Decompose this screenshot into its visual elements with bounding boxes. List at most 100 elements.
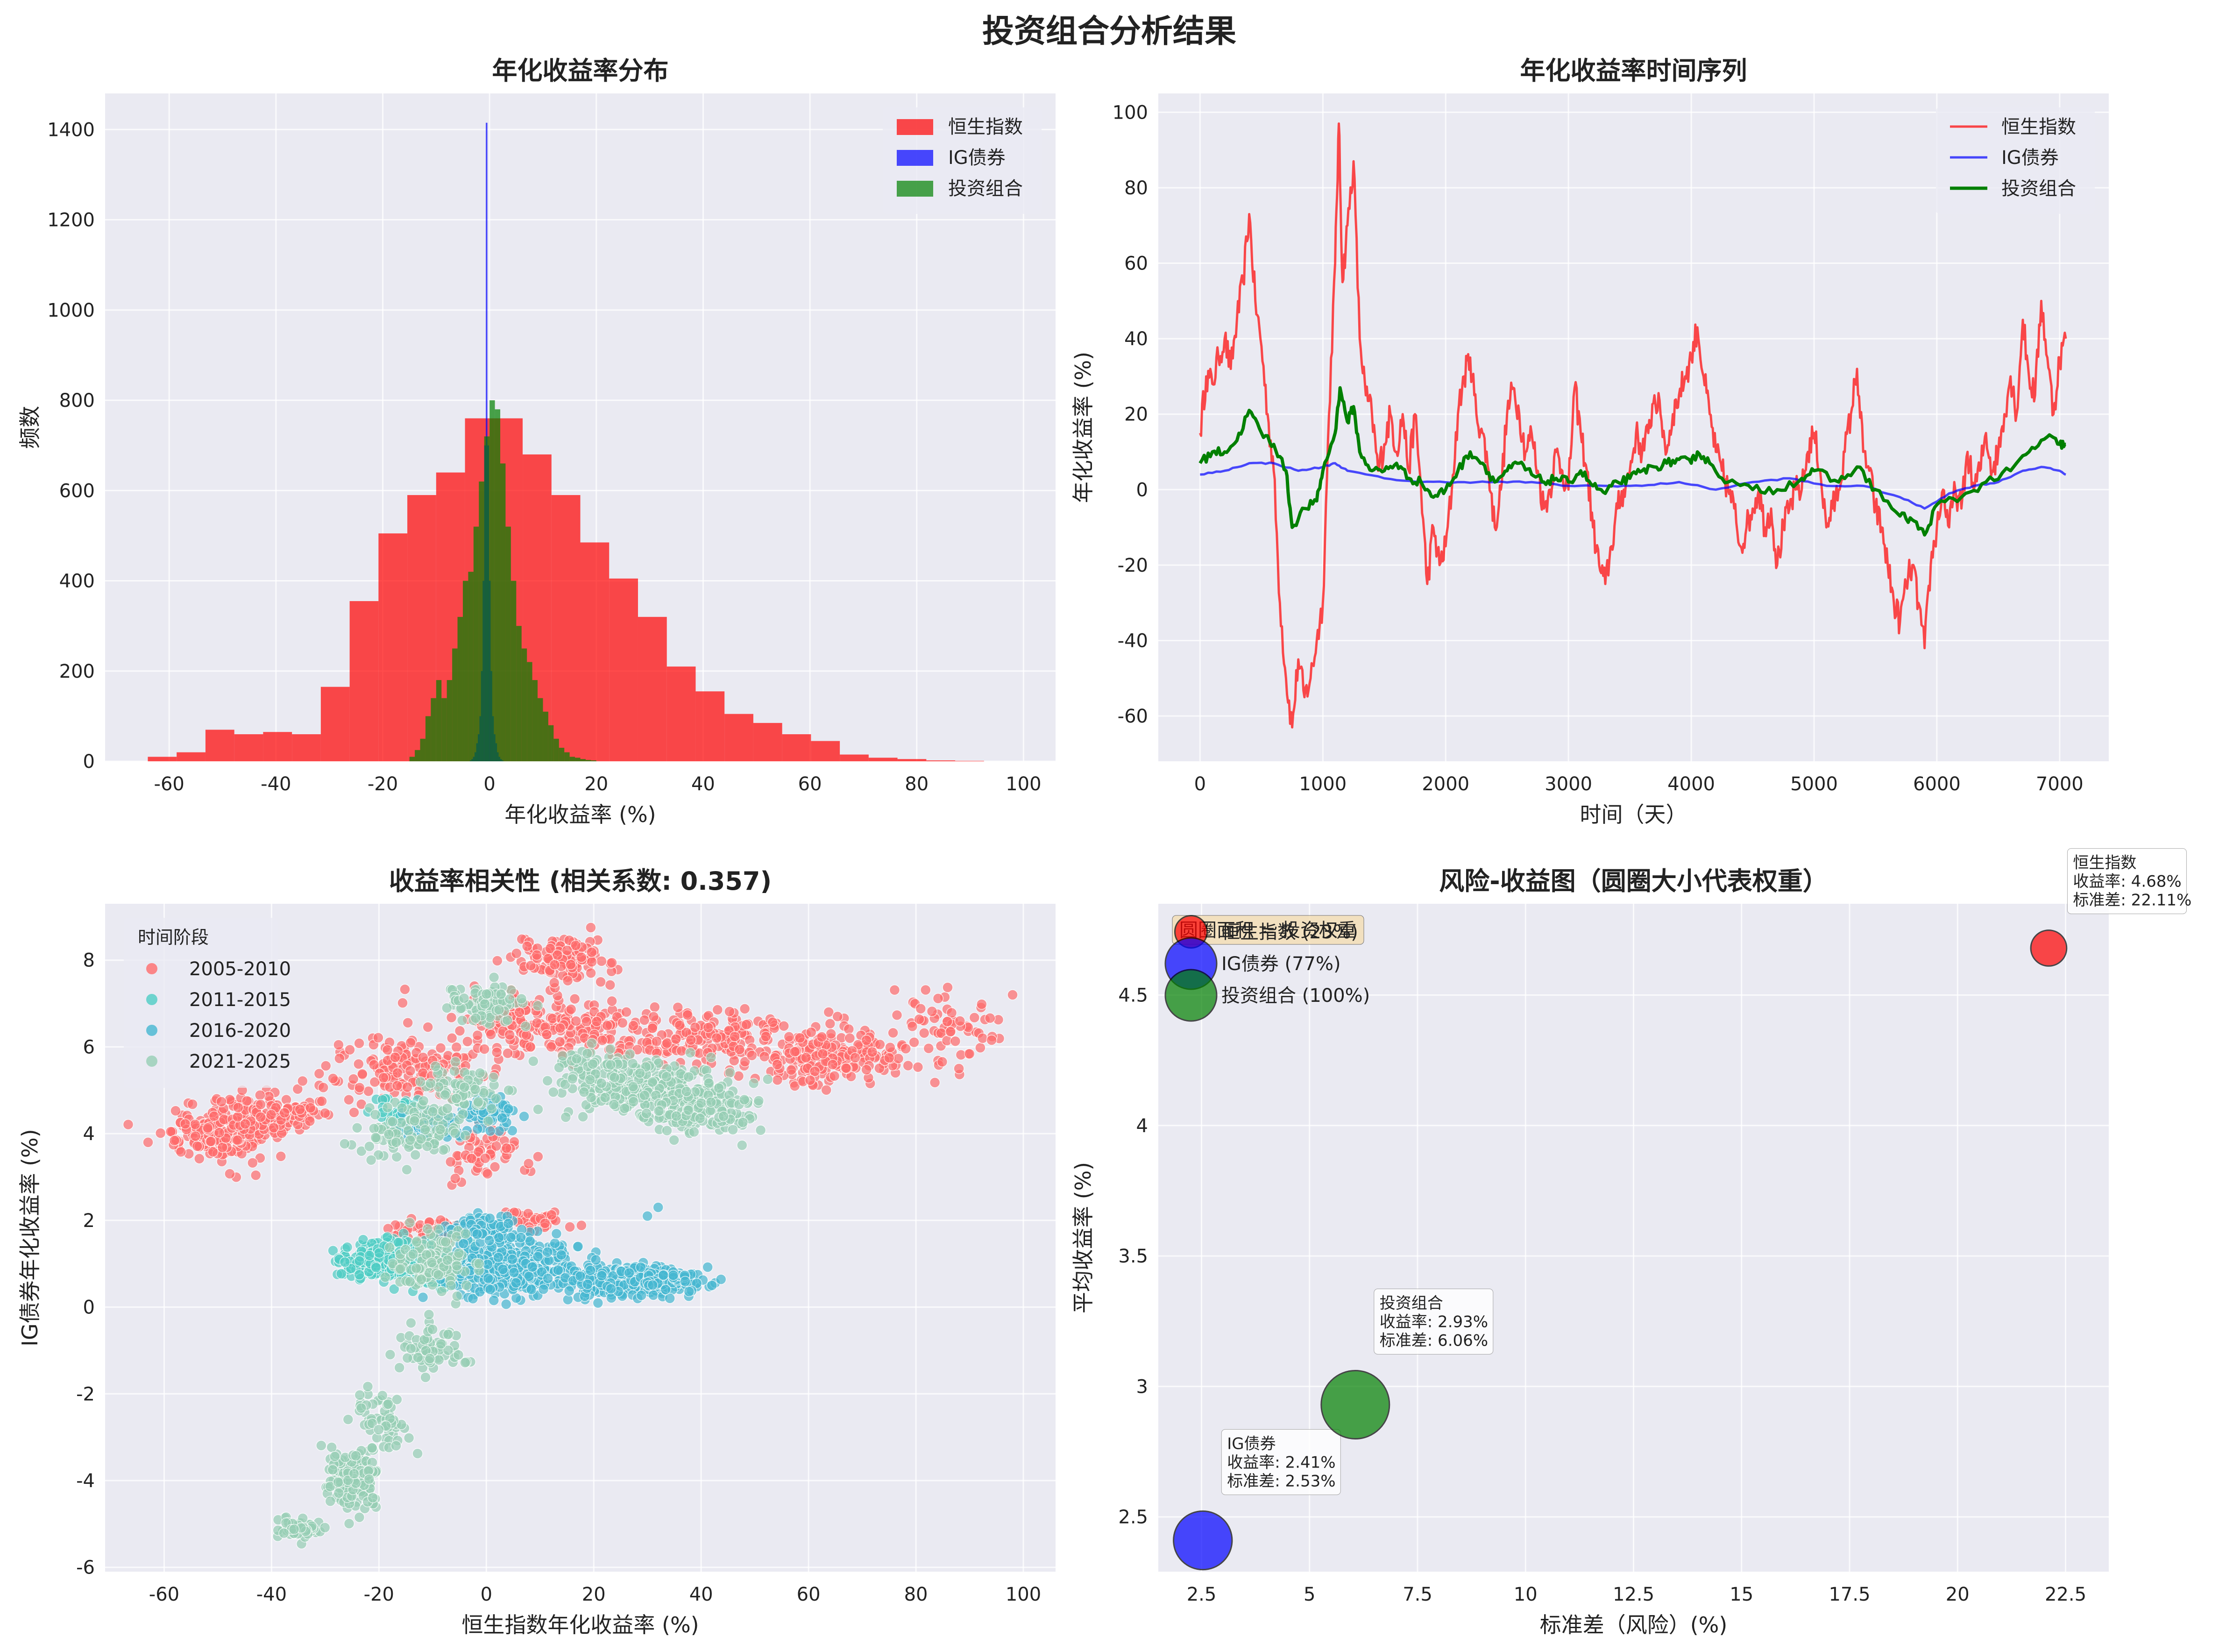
scatter-point: [755, 1125, 766, 1136]
scatter-point: [362, 1381, 374, 1392]
x-tick-label: 0: [1194, 773, 1206, 795]
x-tick-label: 100: [1006, 773, 1041, 795]
scatter-point: [446, 1012, 457, 1023]
scatter-point: [923, 1042, 935, 1054]
scatter-point: [929, 1077, 941, 1088]
scatter-point: [581, 1048, 593, 1059]
scatter-point: [585, 1265, 596, 1276]
scatter-point: [554, 1022, 566, 1034]
scatter-point: [503, 1085, 514, 1096]
scatter-point: [950, 1035, 961, 1047]
scatter-point: [606, 995, 617, 1007]
x-tick-label: 15: [1730, 1584, 1753, 1605]
scatter-point: [368, 1123, 380, 1134]
scatter-point: [491, 1047, 503, 1058]
scatter-point: [205, 1136, 217, 1147]
scatter-point: [469, 1084, 481, 1095]
x-tick-label: 20: [582, 1584, 606, 1605]
scatter-point: [415, 1076, 426, 1088]
legend-entry: 2021-2025: [189, 1051, 291, 1072]
scatter-point: [653, 1106, 665, 1117]
scatter-point: [647, 1077, 658, 1088]
scatter-point: [823, 1007, 835, 1018]
legend-entry: 恒生指数 (23%): [1221, 922, 1358, 943]
scatter-point: [404, 1065, 416, 1077]
scatter-point: [364, 1141, 375, 1152]
scatter-point: [416, 1274, 427, 1285]
scatter-point: [511, 948, 522, 959]
x-tick-label: 20: [584, 773, 608, 795]
scatter-point: [493, 1252, 504, 1263]
y-tick-label: 6: [83, 1036, 95, 1058]
scatter-point: [647, 1022, 658, 1034]
scatter-point: [320, 1060, 332, 1071]
scatter-point: [861, 1064, 872, 1075]
scatter-point: [596, 1270, 608, 1282]
scatter-point: [702, 1262, 713, 1273]
scatter-point: [446, 1032, 458, 1044]
scatter-point: [705, 1096, 717, 1108]
scatter-point: [355, 1403, 367, 1414]
x-axis-label: 标准差（风险）(%): [1540, 1612, 1728, 1638]
scatter-point: [569, 993, 581, 1005]
scatter-point: [405, 1343, 417, 1354]
scatter-point: [912, 1061, 924, 1073]
scatter-point: [438, 1144, 449, 1156]
scatter-point: [737, 1140, 748, 1151]
x-tick-label: 60: [798, 773, 822, 795]
scatter-point: [844, 1032, 856, 1044]
scatter-point: [343, 1518, 355, 1529]
histogram-bar: [585, 760, 591, 761]
scatter-point: [585, 922, 596, 933]
scatter-point: [356, 1068, 368, 1080]
scatter-point: [887, 1027, 899, 1039]
x-tick-label: 22.5: [2045, 1584, 2086, 1605]
scatter-point: [786, 1064, 797, 1076]
scatter-point: [488, 1295, 500, 1306]
scatter-point: [316, 1095, 327, 1107]
scatter-point: [942, 1016, 953, 1027]
scatter-point: [945, 1026, 956, 1037]
scatter-point: [561, 945, 573, 956]
scatter-point: [532, 1000, 544, 1012]
scatter-point: [461, 1280, 472, 1291]
scatter-point: [462, 1036, 473, 1047]
scatter-point: [496, 1112, 508, 1124]
scatter-point: [412, 1448, 423, 1459]
scatter-point: [369, 1076, 381, 1088]
scatter-point: [190, 1130, 201, 1142]
scatter-point: [521, 941, 533, 952]
x-tick-label: -20: [364, 1584, 394, 1605]
scatter-point: [402, 1352, 413, 1364]
scatter-point: [342, 1414, 354, 1425]
scatter-point: [383, 1398, 394, 1410]
scatter-point: [647, 1279, 658, 1290]
scatter-point: [674, 1020, 686, 1031]
scatter-point: [806, 1027, 817, 1038]
scatter-point: [336, 1268, 347, 1279]
scatter-point: [577, 1111, 588, 1122]
panel-title: 收益率相关性 (相关系数: 0.357): [389, 866, 772, 896]
scatter-point: [484, 1212, 496, 1224]
scatter-point: [605, 1043, 616, 1055]
scatter-point: [399, 984, 411, 995]
scatter-point: [760, 1031, 772, 1042]
scatter-point: [525, 960, 537, 971]
scatter-point: [482, 1273, 494, 1284]
scatter-point: [412, 1352, 424, 1363]
scatter-point: [187, 1099, 198, 1110]
scatter-point: [373, 1032, 384, 1043]
histogram-bar: [527, 662, 532, 761]
histogram-bar: [500, 463, 506, 761]
scatter-point: [405, 1037, 416, 1049]
scatter-point: [341, 1241, 353, 1253]
scatter-point: [514, 1007, 525, 1018]
scatter-point: [404, 1276, 416, 1287]
scatter-point: [288, 1524, 300, 1535]
y-tick-label: 8: [83, 950, 95, 971]
scatter-point: [606, 957, 617, 968]
scatter-point: [473, 1096, 484, 1108]
x-axis-label: 恒生指数年化收益率 (%): [461, 1612, 699, 1638]
legend-entry: 投资组合: [948, 178, 1023, 199]
